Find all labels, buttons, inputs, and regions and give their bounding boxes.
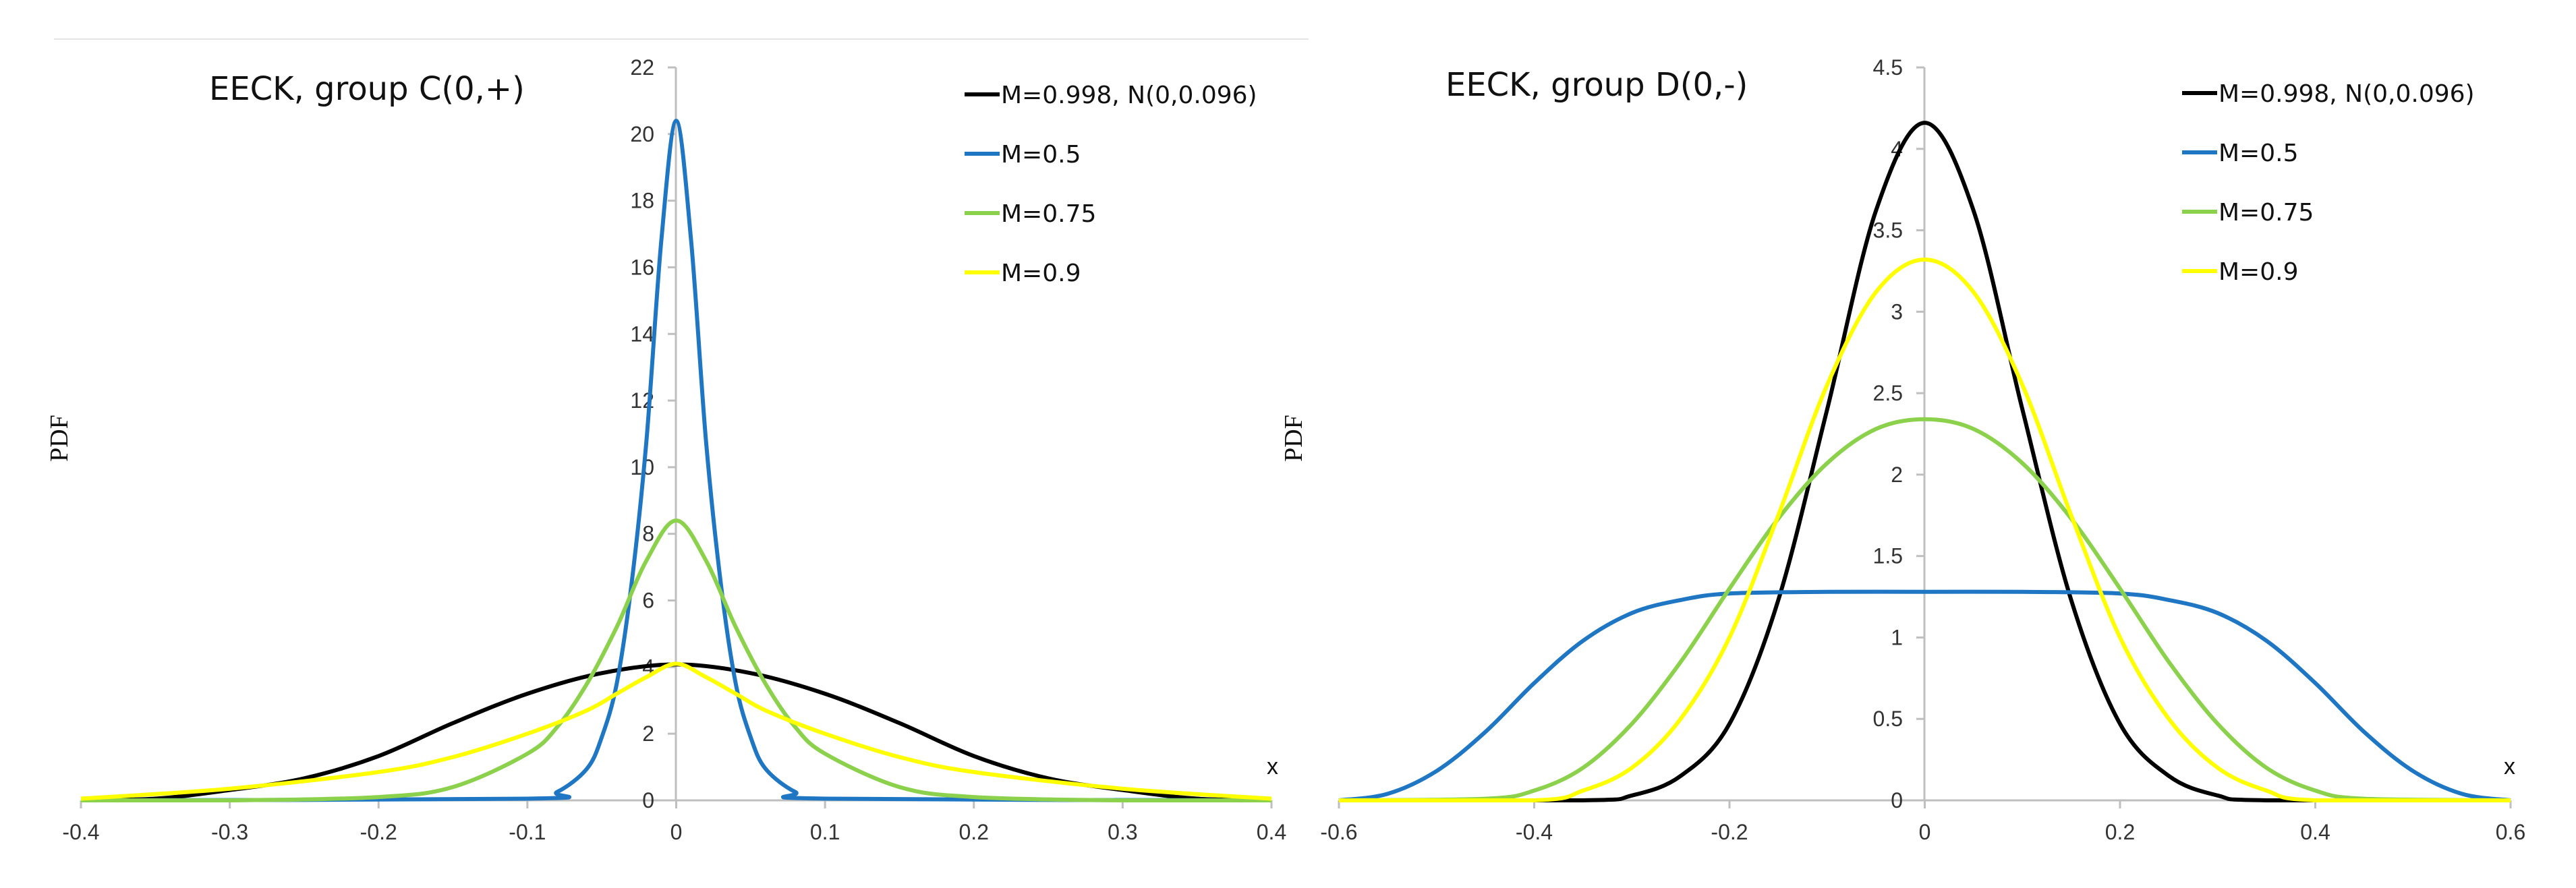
x-axis-label: x	[1267, 754, 1278, 779]
y-tick-label: 3.5	[1873, 218, 1903, 243]
chart-title: EECK, group C(0,+)	[209, 70, 525, 108]
x-tick-label: 0.2	[959, 820, 989, 844]
x-axis-label: x	[2504, 754, 2515, 779]
x-tick-label: -0.4	[62, 820, 99, 844]
legend-label: M=0.9	[2219, 258, 2298, 286]
legend-label: M=0.75	[1001, 200, 1096, 228]
x-tick-label: 0.4	[1257, 820, 1286, 844]
group-c-series-line-1	[80, 119, 1272, 802]
group-c-series-line-3	[80, 661, 1272, 801]
y-tick-label: 4.5	[1873, 55, 1903, 80]
y-tick-label: 14	[630, 322, 654, 346]
y-tick-label: 2	[1891, 463, 1903, 487]
y-tick-label: 0.5	[1873, 707, 1903, 731]
y-tick-label: 0	[1891, 788, 1903, 812]
x-tick-label: 0.1	[810, 820, 840, 844]
x-tick-label: 0	[670, 820, 683, 844]
y-axis-label: PDF	[1280, 415, 1308, 462]
x-tick-label: -0.6	[1320, 820, 1357, 844]
x-tick-label: 0.2	[2105, 820, 2135, 844]
y-tick-label: 20	[630, 122, 654, 146]
x-tick-label: -0.4	[1516, 820, 1553, 844]
legend-label: M=0.5	[1001, 141, 1081, 169]
group-d-series-line-1	[1338, 589, 2511, 802]
y-tick-label: 22	[630, 55, 654, 80]
legend-label: M=0.9	[1001, 260, 1081, 287]
legend-label: M=0.75	[2219, 199, 2314, 227]
y-tick-label: 8	[642, 522, 654, 546]
chart-title: EECK, group D(0,-)	[1446, 66, 1748, 104]
group-d-series-line-2	[1338, 417, 2511, 802]
y-tick-label: 3	[1891, 299, 1903, 324]
x-tick-label: -0.3	[211, 820, 248, 844]
chart-group-d: -0.6 -0.4 -0.2 0 0.2 0.4 0.6 0 0.5 1 1.5 2 2.5 3 3.5 4 4…	[1280, 55, 2525, 844]
y-tick-label: 1.5	[1873, 544, 1903, 568]
y-tick-label: 6	[642, 589, 654, 613]
y-tick-label: 16	[630, 255, 654, 279]
legend-label: M=0.998, N(0,0.096)	[1001, 82, 1257, 109]
y-tick-label: 2	[642, 721, 654, 746]
x-tick-label: 0.3	[1108, 820, 1137, 844]
y-tick-label: 4	[1891, 137, 1903, 161]
legend-label: M=0.998, N(0,0.096)	[2219, 80, 2475, 108]
x-tick-label: -0.1	[509, 820, 546, 844]
y-tick-label: 2.5	[1873, 381, 1903, 405]
x-tick-label: 0.4	[2300, 820, 2330, 844]
y-axis-label: PDF	[45, 415, 74, 462]
group-c-series-line-2	[80, 519, 1271, 803]
group-d-series-line-3	[1338, 258, 2511, 803]
x-tick-label: -0.2	[360, 820, 397, 844]
chart-group-c: -0.4 -0.3 -0.2 -0.1 0 0.1 0.2 0.3 0.402468101214…	[45, 38, 1309, 844]
y-tick-label: 1	[1891, 625, 1903, 649]
y-tick-label: 0	[642, 788, 654, 812]
group-d-series-line-0	[1338, 121, 2511, 803]
x-tick-label: 0	[1919, 820, 1931, 844]
x-tick-label: 0.6	[2496, 820, 2525, 844]
y-tick-label: 18	[630, 189, 654, 213]
x-tick-label: -0.2	[1711, 820, 1748, 844]
legend-label: M=0.5	[2219, 140, 2298, 167]
